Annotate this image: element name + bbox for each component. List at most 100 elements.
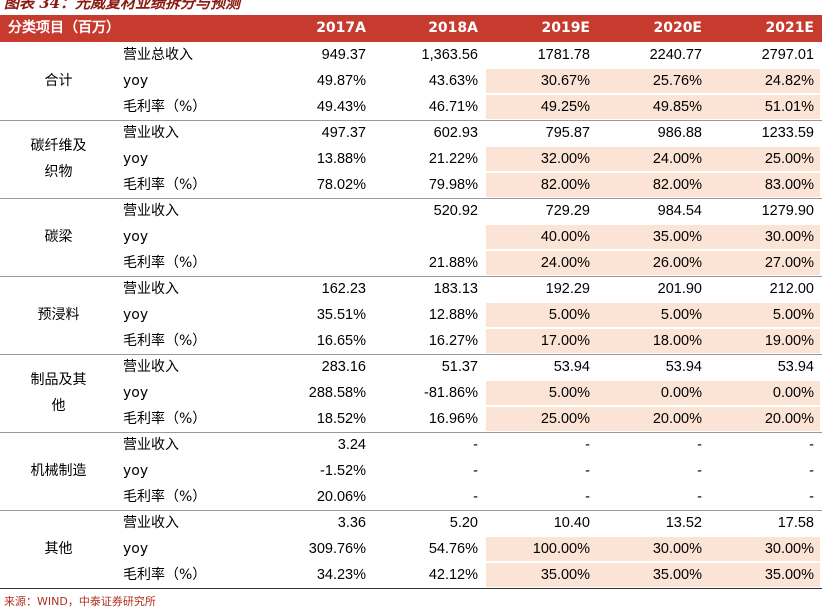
value-cell: 78.02% (316, 177, 366, 193)
value-cell: 53.94 (665, 359, 702, 375)
value-cell: 12.88% (428, 307, 478, 323)
value-cell: 309.76% (308, 541, 366, 557)
header-cell: 2021E (765, 20, 814, 36)
value-cell: 16.27% (428, 333, 478, 349)
value-cell: 26.00% (652, 255, 702, 271)
value-cell: 201.90 (657, 281, 702, 297)
value-cell: 24.82% (764, 73, 814, 89)
highlight (486, 95, 820, 119)
value-cell: 13.52 (665, 515, 702, 531)
value-cell: 16.96% (428, 411, 478, 427)
value-cell: - (473, 463, 478, 479)
group-name: 合计 (44, 73, 73, 89)
value-cell: 5.00% (660, 307, 702, 323)
group-divider (0, 588, 822, 589)
value-cell: 3.24 (337, 437, 366, 453)
row-label: 营业收入 (123, 515, 179, 531)
value-cell: 0.00% (772, 385, 814, 401)
value-cell: 1233.59 (761, 125, 814, 141)
value-cell: 79.98% (428, 177, 478, 193)
row-label: yoy (123, 541, 149, 557)
value-cell (262, 198, 366, 224)
value-cell: - (809, 489, 814, 505)
row-label: yoy (123, 463, 149, 479)
value-cell: 82.00% (652, 177, 702, 193)
value-cell: 986.88 (657, 125, 702, 141)
value-cell: 729.29 (545, 203, 590, 219)
header-cell: 2019E (541, 20, 590, 36)
value-cell: 40.00% (540, 229, 590, 245)
value-cell: 30.00% (652, 541, 702, 557)
header-cell: 分类项目（百万） (8, 20, 120, 36)
value-cell: 49.85% (652, 99, 702, 115)
highlight (486, 537, 820, 561)
row-label: 毛利率（%） (123, 411, 207, 427)
value-cell: 43.63% (428, 73, 478, 89)
row-label: 营业总收入 (123, 47, 193, 63)
group-name: 机械制造 (30, 463, 87, 479)
row-label: yoy (123, 229, 149, 245)
group-name: 制品及其他 (30, 372, 87, 414)
group-divider (0, 510, 822, 511)
group-divider (0, 354, 822, 355)
group-name: 其他 (44, 541, 73, 557)
value-cell: 20.00% (764, 411, 814, 427)
value-cell: 49.87% (316, 73, 366, 89)
value-cell: - (585, 489, 590, 505)
group-name: 碳纤维及织物 (30, 138, 87, 180)
row-label: 毛利率（%） (123, 489, 207, 505)
value-cell: 283.16 (321, 359, 366, 375)
row-label: 营业收入 (123, 281, 179, 297)
value-cell: 53.94 (553, 359, 590, 375)
value-cell: 795.87 (545, 125, 590, 141)
value-cell: 183.13 (433, 281, 478, 297)
value-cell: 25.76% (652, 73, 702, 89)
value-cell: 288.58% (308, 385, 366, 401)
row-label: 毛利率（%） (123, 99, 207, 115)
value-cell: 35.00% (764, 567, 814, 583)
value-cell: 25.00% (540, 411, 590, 427)
value-cell: 1781.78 (537, 47, 590, 63)
value-cell: -81.86% (423, 385, 478, 401)
value-cell: 602.93 (433, 125, 478, 141)
value-cell: 30.00% (764, 541, 814, 557)
highlight (486, 563, 820, 587)
value-cell: 2797.01 (761, 47, 814, 63)
value-cell: 100.00% (532, 541, 590, 557)
value-cell: 54.76% (428, 541, 478, 557)
value-cell: 5.00% (548, 307, 590, 323)
value-cell: 1279.90 (761, 203, 814, 219)
value-cell: -1.52% (320, 463, 366, 479)
value-cell: 17.00% (540, 333, 590, 349)
value-cell: 18.00% (652, 333, 702, 349)
value-cell (262, 250, 366, 276)
value-cell: 35.00% (652, 229, 702, 245)
highlight (486, 173, 820, 197)
value-cell: 5.00% (548, 385, 590, 401)
value-cell: 35.00% (540, 567, 590, 583)
highlight (486, 251, 820, 275)
value-cell: 520.92 (433, 203, 478, 219)
value-cell: 16.65% (316, 333, 366, 349)
value-cell: 212.00 (769, 281, 814, 297)
header-cell: 2017A (316, 20, 366, 36)
value-cell: 5.20 (449, 515, 478, 531)
value-cell: 19.00% (764, 333, 814, 349)
value-cell: 497.37 (321, 125, 366, 141)
group-name: 预浸料 (37, 307, 80, 323)
group-divider (0, 276, 822, 277)
value-cell: 20.06% (316, 489, 366, 505)
value-cell: 32.00% (540, 151, 590, 167)
row-label: 毛利率（%） (123, 333, 207, 349)
value-cell (262, 224, 366, 250)
row-label: 毛利率（%） (123, 177, 207, 193)
value-cell: 5.00% (772, 307, 814, 323)
value-cell: 51.37 (441, 359, 478, 375)
value-cell: 34.23% (316, 567, 366, 583)
value-cell: 13.88% (316, 151, 366, 167)
value-cell: - (697, 463, 702, 479)
row-label: 毛利率（%） (123, 567, 207, 583)
row-label: yoy (123, 73, 149, 89)
header-cell: 2018A (428, 20, 478, 36)
row-label: yoy (123, 307, 149, 323)
